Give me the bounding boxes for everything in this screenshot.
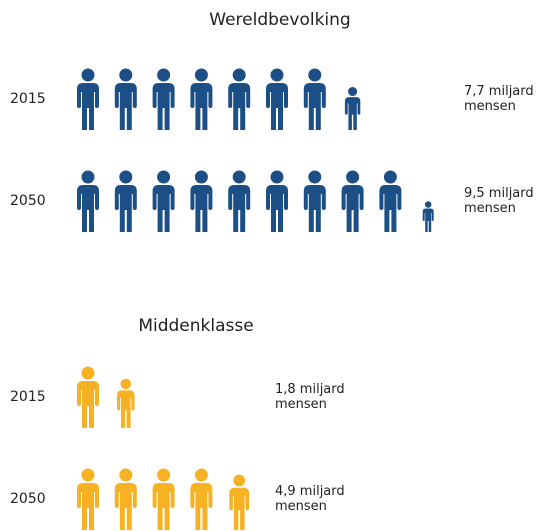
- person-icon: [77, 68, 99, 130]
- person-head: [194, 170, 208, 184]
- person-body: [341, 185, 364, 232]
- person-body: [229, 487, 250, 530]
- person-head: [119, 170, 133, 184]
- person-head: [157, 170, 171, 184]
- person-icon: [190, 468, 213, 530]
- person-head: [119, 468, 133, 482]
- person-body: [77, 381, 99, 428]
- person-head: [270, 170, 284, 184]
- person-body: [190, 483, 213, 530]
- person-head: [424, 201, 432, 208]
- person-icon: [77, 170, 99, 232]
- person-head: [119, 68, 133, 82]
- person-body: [114, 83, 137, 130]
- person-head: [157, 468, 171, 482]
- person-icon: [114, 68, 137, 130]
- person-icon: [422, 201, 434, 232]
- pictogram-row: [77, 170, 434, 232]
- person-body: [344, 97, 361, 130]
- value-label: 4,9 miljard mensen: [275, 484, 345, 514]
- person-body: [77, 483, 99, 530]
- person-body: [303, 185, 326, 232]
- person-icon: [77, 366, 99, 428]
- person-head: [232, 170, 246, 184]
- row-label: 2015: [10, 91, 46, 107]
- person-head: [270, 68, 284, 82]
- person-icon: [228, 68, 251, 130]
- person-icon: [190, 170, 213, 232]
- person-icon: [228, 170, 251, 232]
- person-icon: [341, 170, 364, 232]
- value-label: 9,5 miljard mensen: [464, 186, 534, 216]
- person-icon: [152, 68, 175, 130]
- section-title: Wereldbevolking: [209, 10, 351, 30]
- person-head: [194, 468, 208, 482]
- person-body: [266, 83, 288, 130]
- person-body: [152, 83, 175, 130]
- person-body: [152, 483, 175, 530]
- person-icon: [266, 68, 288, 130]
- person-body: [303, 83, 326, 130]
- person-icon: [266, 170, 288, 232]
- person-head: [157, 68, 171, 82]
- row-label: 2015: [10, 389, 46, 405]
- person-body: [190, 83, 213, 130]
- row-label: 2050: [10, 491, 46, 507]
- person-head: [194, 68, 208, 82]
- pictogram-row: [77, 366, 135, 428]
- person-body: [152, 185, 175, 232]
- pictogram-row: [77, 468, 250, 530]
- person-icon: [114, 170, 137, 232]
- person-body: [117, 390, 135, 428]
- person-icon: [229, 474, 250, 530]
- person-head: [81, 68, 95, 82]
- person-head: [81, 366, 95, 380]
- person-body: [77, 185, 99, 232]
- person-head: [232, 68, 246, 82]
- person-head: [233, 474, 246, 487]
- person-icon: [152, 170, 175, 232]
- person-icon: [190, 68, 213, 130]
- person-icon: [114, 468, 137, 530]
- person-icon: [379, 170, 402, 232]
- person-head: [81, 170, 95, 184]
- person-body: [114, 483, 137, 530]
- section-title: Middenklasse: [138, 316, 254, 336]
- person-head: [383, 170, 397, 184]
- person-head: [120, 378, 131, 390]
- person-icon: [117, 378, 135, 428]
- person-body: [228, 185, 251, 232]
- person-icon: [77, 468, 99, 530]
- person-head: [346, 170, 360, 184]
- person-body: [228, 83, 251, 130]
- person-body: [266, 185, 288, 232]
- person-icon: [152, 468, 175, 530]
- pictogram-row: [77, 68, 361, 130]
- person-head: [308, 170, 322, 184]
- person-head: [81, 468, 95, 482]
- row-label: 2050: [10, 193, 46, 209]
- person-body: [379, 185, 402, 232]
- person-head: [348, 86, 358, 97]
- person-head: [308, 68, 322, 82]
- value-label: 7,7 miljard mensen: [464, 84, 534, 114]
- person-icon: [303, 68, 326, 130]
- person-body: [422, 208, 434, 232]
- person-body: [190, 185, 213, 232]
- person-body: [77, 83, 99, 130]
- person-body: [114, 185, 137, 232]
- person-icon: [344, 86, 361, 130]
- person-icon: [303, 170, 326, 232]
- value-label: 1,8 miljard mensen: [275, 382, 345, 412]
